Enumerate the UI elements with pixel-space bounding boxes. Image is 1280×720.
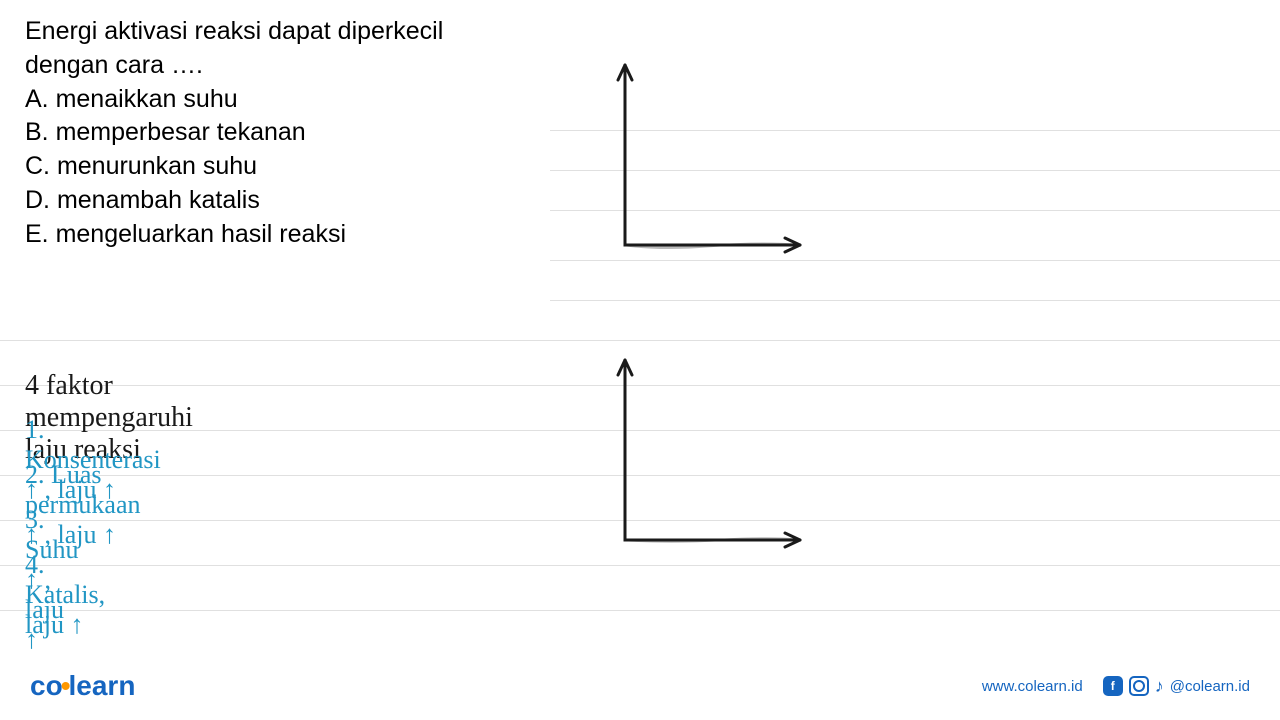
question-line-1: Energi aktivasi reaksi dapat diperkecil	[25, 15, 545, 49]
option-e: E. mengeluarkan hasil reaksi	[25, 218, 545, 252]
instagram-icon	[1129, 676, 1149, 696]
notes-item-4: 4. Katalis, laju ↑	[25, 550, 105, 640]
footer-right: www.colearn.id f ♪ @colearn.id	[982, 676, 1250, 697]
brand-logo: co•learn	[30, 670, 135, 702]
footer-bar: co•learn www.colearn.id f ♪ @colearn.id	[0, 670, 1280, 702]
question-line-2: dengan cara ….	[25, 49, 545, 83]
graph-axes-bottom	[560, 345, 840, 565]
option-d: D. menambah katalis	[25, 184, 545, 218]
question-block: Energi aktivasi reaksi dapat diperkecil …	[25, 15, 545, 251]
social-links: f ♪ @colearn.id	[1103, 676, 1250, 697]
option-b: B. memperbesar tekanan	[25, 116, 545, 150]
website-url: www.colearn.id	[982, 678, 1083, 695]
logo-co: co	[30, 670, 63, 701]
logo-learn: learn	[69, 670, 136, 701]
facebook-icon: f	[1103, 676, 1123, 696]
tiktok-icon: ♪	[1155, 676, 1164, 697]
graph-axes-top	[560, 50, 840, 270]
option-a: A. menaikkan suhu	[25, 83, 545, 117]
social-handle: @colearn.id	[1170, 678, 1250, 695]
option-c: C. menurunkan suhu	[25, 150, 545, 184]
